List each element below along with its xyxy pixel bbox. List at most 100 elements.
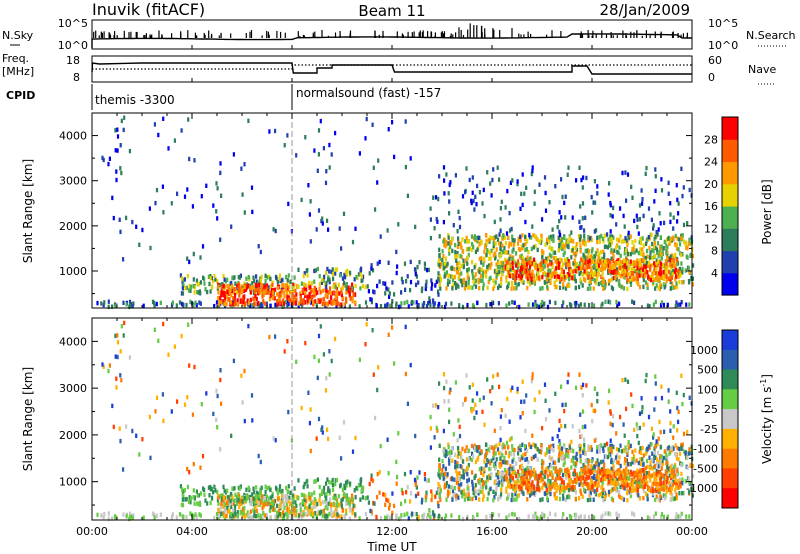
echo-cell (268, 508, 271, 513)
echo-cell (375, 514, 378, 520)
echo-cell (299, 507, 302, 512)
echo-cell (598, 444, 601, 449)
echo-cell (591, 259, 594, 264)
echo-cell (480, 470, 483, 475)
echo-cell (602, 249, 605, 254)
echo-cell (203, 492, 206, 497)
echo-cell (571, 248, 574, 253)
echo-cell (575, 300, 578, 306)
echo-cell (548, 449, 551, 454)
echo-cell (644, 171, 647, 176)
echo-cell (530, 444, 533, 450)
echo-cell (615, 455, 618, 460)
echo-cell (460, 279, 463, 284)
echo-cell (502, 249, 505, 255)
nsearch-bar (442, 33, 445, 38)
echo-cell (443, 271, 447, 277)
echo-cell (659, 270, 663, 276)
nsearch-bar (98, 35, 100, 38)
echo-cell (153, 122, 156, 127)
echo-cell (660, 300, 664, 305)
echo-cell (574, 279, 577, 284)
echo-cell (632, 454, 636, 459)
nsearch-bar (396, 31, 398, 38)
echo-cell (192, 488, 195, 493)
echo-cell (511, 234, 514, 239)
nsearch-bar (284, 32, 286, 38)
echo-cell (672, 496, 675, 502)
echo-cell (282, 298, 285, 303)
echo-cell (524, 234, 527, 239)
echo-cell (288, 284, 291, 289)
echo-cell (450, 274, 453, 279)
echo-cell (243, 302, 246, 307)
echo-cell (591, 466, 595, 471)
echo-cell (525, 265, 528, 270)
echo-cell (610, 239, 613, 245)
echo-cell (575, 451, 578, 457)
echo-cell (649, 250, 652, 255)
echo-cell (670, 263, 673, 268)
echo-cell (359, 497, 362, 502)
echo-cell (334, 282, 337, 287)
echo-cell (474, 483, 477, 488)
echo-cell (326, 294, 329, 299)
echo-cell (575, 457, 579, 462)
echo-cell (219, 295, 222, 301)
echo-cell (448, 279, 451, 284)
echo-cell (187, 288, 191, 293)
echo-cell (334, 271, 337, 276)
echo-cell (488, 466, 491, 472)
echo-cell (572, 239, 575, 244)
echo-cell (125, 514, 128, 519)
echo-cell (254, 513, 257, 519)
echo-cell (476, 183, 479, 189)
echo-cell (646, 303, 649, 308)
echo-cell (492, 450, 495, 456)
echo-cell (222, 504, 225, 509)
echo-cell (617, 282, 621, 287)
echo-cell (456, 262, 459, 268)
echo-cell (308, 212, 311, 217)
echo-cell (498, 450, 501, 456)
echo-cell (573, 258, 576, 263)
echo-cell (573, 301, 576, 306)
echo-cell (550, 274, 554, 279)
echo-cell (453, 477, 456, 482)
echo-cell (370, 473, 373, 478)
echo-cell (223, 277, 226, 282)
echo-cell (313, 293, 316, 298)
echo-cell (192, 283, 195, 289)
echo-cell (256, 302, 259, 307)
echo-cell (476, 247, 479, 252)
echo-cell (444, 466, 447, 472)
echo-cell (646, 237, 649, 242)
echo-cell (584, 256, 587, 261)
echo-cell (335, 267, 338, 272)
nsearch-bar (422, 30, 424, 38)
echo-cell (667, 276, 670, 281)
echo-cell (626, 286, 629, 292)
echo-cell (471, 190, 474, 195)
echo-cell (534, 234, 537, 239)
echo-cell (400, 276, 403, 282)
nsearch-bar (194, 32, 196, 38)
echo-cell (554, 184, 557, 189)
nsearch-bar (493, 29, 495, 38)
echo-cell (520, 191, 523, 197)
echo-cell (278, 484, 282, 489)
echo-cell (669, 254, 672, 259)
echo-cell (317, 511, 320, 516)
echo-cell (325, 284, 328, 290)
echo-cell (467, 448, 471, 453)
nsearch-bar (467, 29, 469, 38)
echo-cell (429, 217, 432, 222)
nsearch-bar (128, 32, 130, 38)
echo-cell (262, 510, 265, 516)
echo-cell (658, 277, 661, 282)
echo-cell (424, 286, 427, 292)
echo-cell (437, 277, 440, 282)
echo-cell (584, 242, 587, 247)
echo-cell (310, 289, 313, 294)
echo-cell (271, 491, 274, 497)
